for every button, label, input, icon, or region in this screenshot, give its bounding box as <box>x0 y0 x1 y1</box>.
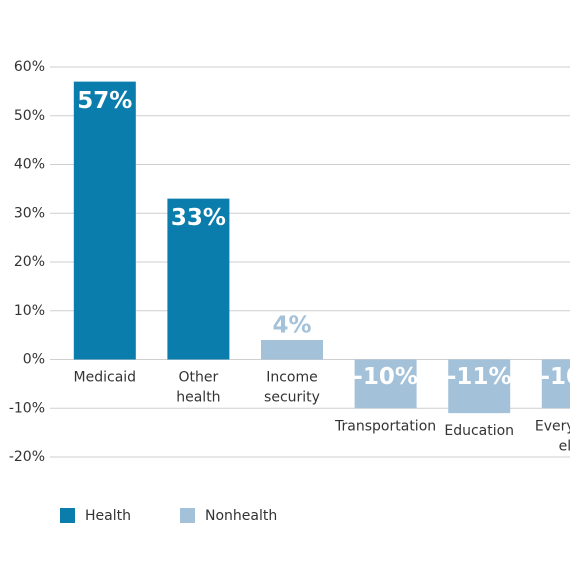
x-tick-label: else <box>559 438 570 454</box>
value-label: -11% <box>447 364 512 390</box>
x-tick-label: Other <box>179 370 219 386</box>
y-tick-label: 10% <box>14 303 45 319</box>
y-tick-label: 50% <box>14 108 45 124</box>
y-tick-label: -20% <box>9 449 45 465</box>
x-tick-label: Medicaid <box>74 370 137 386</box>
y-tick-label: 60% <box>14 59 45 75</box>
value-label: -10% <box>353 364 418 390</box>
bar <box>73 81 136 360</box>
legend-label: Nonhealth <box>205 508 277 524</box>
x-tick-label: Everything <box>535 418 570 434</box>
bar <box>448 359 511 414</box>
y-tick-label: -10% <box>9 400 45 416</box>
bar <box>354 359 417 409</box>
value-label: -10% <box>540 364 570 390</box>
legend-swatch <box>180 508 195 523</box>
x-tick-label: security <box>264 390 320 406</box>
value-label: 33% <box>171 205 226 231</box>
y-tick-label: 40% <box>14 157 45 173</box>
y-tick-label: 30% <box>14 205 45 221</box>
legend-label: Health <box>85 508 131 524</box>
x-tick-label: Education <box>444 423 514 439</box>
y-tick-label: 0% <box>23 352 45 368</box>
bar <box>261 340 323 360</box>
x-tick-label: Transportation <box>334 418 436 434</box>
bar <box>167 198 230 360</box>
bar <box>541 359 570 409</box>
y-tick-label: 20% <box>14 254 45 270</box>
value-label: 57% <box>77 88 132 114</box>
x-tick-label: health <box>176 390 220 406</box>
x-tick-label: Income <box>266 370 318 386</box>
value-label: 4% <box>272 313 311 339</box>
legend-swatch <box>60 508 75 523</box>
